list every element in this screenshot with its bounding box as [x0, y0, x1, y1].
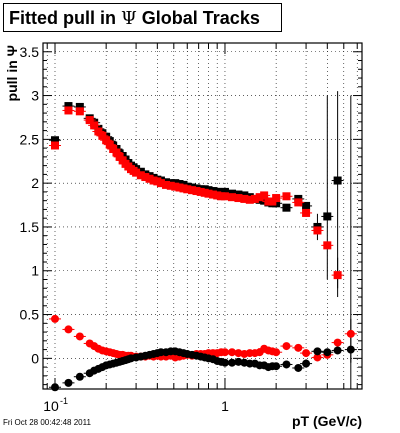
data-point-square	[171, 182, 180, 191]
data-point-square	[294, 198, 303, 207]
plot-frame	[42, 42, 363, 390]
data-point-square	[105, 140, 114, 149]
data-point-square	[282, 192, 291, 201]
data-point-square	[323, 241, 332, 250]
data-point-circle	[282, 342, 291, 351]
plot-area	[43, 43, 362, 389]
data-point-square	[313, 226, 322, 235]
data-point-square	[132, 168, 141, 177]
data-point-circle	[50, 314, 59, 323]
data-point-circle	[64, 378, 73, 387]
data-point-circle	[302, 349, 311, 358]
data-point-square	[333, 176, 342, 185]
data-point-square	[166, 181, 175, 190]
data-point-square	[85, 116, 94, 125]
data-point-square	[136, 171, 145, 180]
y-tick-label: 2	[31, 175, 39, 191]
data-point-square	[204, 189, 213, 198]
data-point-circle	[220, 348, 229, 357]
y-tick-label: 0.5	[20, 307, 40, 323]
data-point-circle	[50, 383, 59, 392]
data-point-circle	[346, 345, 355, 354]
data-point-square	[192, 187, 201, 196]
chart-title: Fitted pull in Ψ Global Tracks	[9, 8, 260, 29]
data-point-circle	[313, 353, 322, 362]
y-tick-label: 2.5	[20, 131, 40, 147]
data-point-square	[302, 201, 311, 210]
data-point-square	[282, 203, 291, 212]
data-point-square	[162, 180, 171, 189]
data-point-square	[208, 190, 217, 199]
data-point-circle	[234, 357, 243, 366]
data-point-square	[272, 194, 281, 203]
y-axis-label: pull in Ψ	[4, 45, 20, 101]
data-point-circle	[272, 348, 281, 357]
data-point-circle	[294, 363, 303, 372]
data-point-square	[64, 102, 73, 111]
data-point-square	[188, 186, 197, 195]
y-tick-label: 3.5	[20, 44, 40, 60]
data-point-square	[323, 212, 332, 221]
data-point-circle	[75, 372, 84, 381]
y-tick-label: 1	[31, 263, 39, 279]
data-point-square	[333, 271, 342, 280]
data-point-circle	[346, 329, 355, 338]
data-point-circle	[220, 358, 229, 367]
data-point-circle	[302, 359, 311, 368]
data-point-circle	[313, 347, 322, 356]
data-point-circle	[234, 349, 243, 358]
timestamp-footer: Fri Oct 28 00:42:48 2011	[3, 418, 91, 427]
data-point-circle	[64, 325, 73, 334]
data-point-circle	[333, 346, 342, 355]
data-point-square	[75, 107, 84, 116]
data-point-square	[75, 102, 84, 111]
data-point-square	[98, 131, 107, 140]
data-point-square	[220, 187, 229, 196]
data-point-square	[250, 194, 259, 203]
data-point-square	[112, 148, 121, 157]
data-point-square	[220, 192, 229, 201]
data-point-square	[102, 136, 111, 145]
data-point-square	[234, 194, 243, 203]
y-tick-label: 0	[31, 350, 39, 366]
data-point-square	[90, 121, 99, 130]
data-point-square	[302, 208, 311, 217]
data-point-square	[94, 127, 103, 136]
x-tick-label: 1	[221, 398, 229, 414]
data-point-square	[240, 194, 249, 203]
data-point-circle	[333, 338, 342, 347]
data-point-square	[64, 106, 73, 115]
data-point-circle	[323, 348, 332, 357]
data-point-square	[255, 193, 264, 202]
data-point-square	[50, 136, 59, 145]
data-point-square	[156, 179, 165, 188]
x-tick-label-exponent: -1	[60, 396, 68, 406]
data-point-circle	[272, 362, 281, 371]
data-point-circle	[228, 348, 237, 357]
x-tick-label: 10	[43, 398, 59, 414]
data-point-square	[141, 173, 150, 182]
data-point-square	[260, 191, 269, 200]
data-point-circle	[75, 332, 84, 341]
data-point-circle	[294, 343, 303, 352]
data-point-square	[228, 193, 237, 202]
y-tick-label: 1.5	[20, 219, 40, 235]
data-point-square	[245, 195, 254, 204]
chart-title-box: Fitted pull in Ψ Global Tracks	[3, 3, 282, 32]
data-point-square	[260, 196, 269, 205]
y-tick-label: 3	[31, 88, 39, 104]
x-axis-label: pT (GeV/c)	[292, 413, 362, 429]
data-point-circle	[282, 360, 291, 369]
data-point-circle	[228, 358, 237, 367]
data-point-square	[50, 141, 59, 150]
data-point-square	[183, 185, 192, 194]
